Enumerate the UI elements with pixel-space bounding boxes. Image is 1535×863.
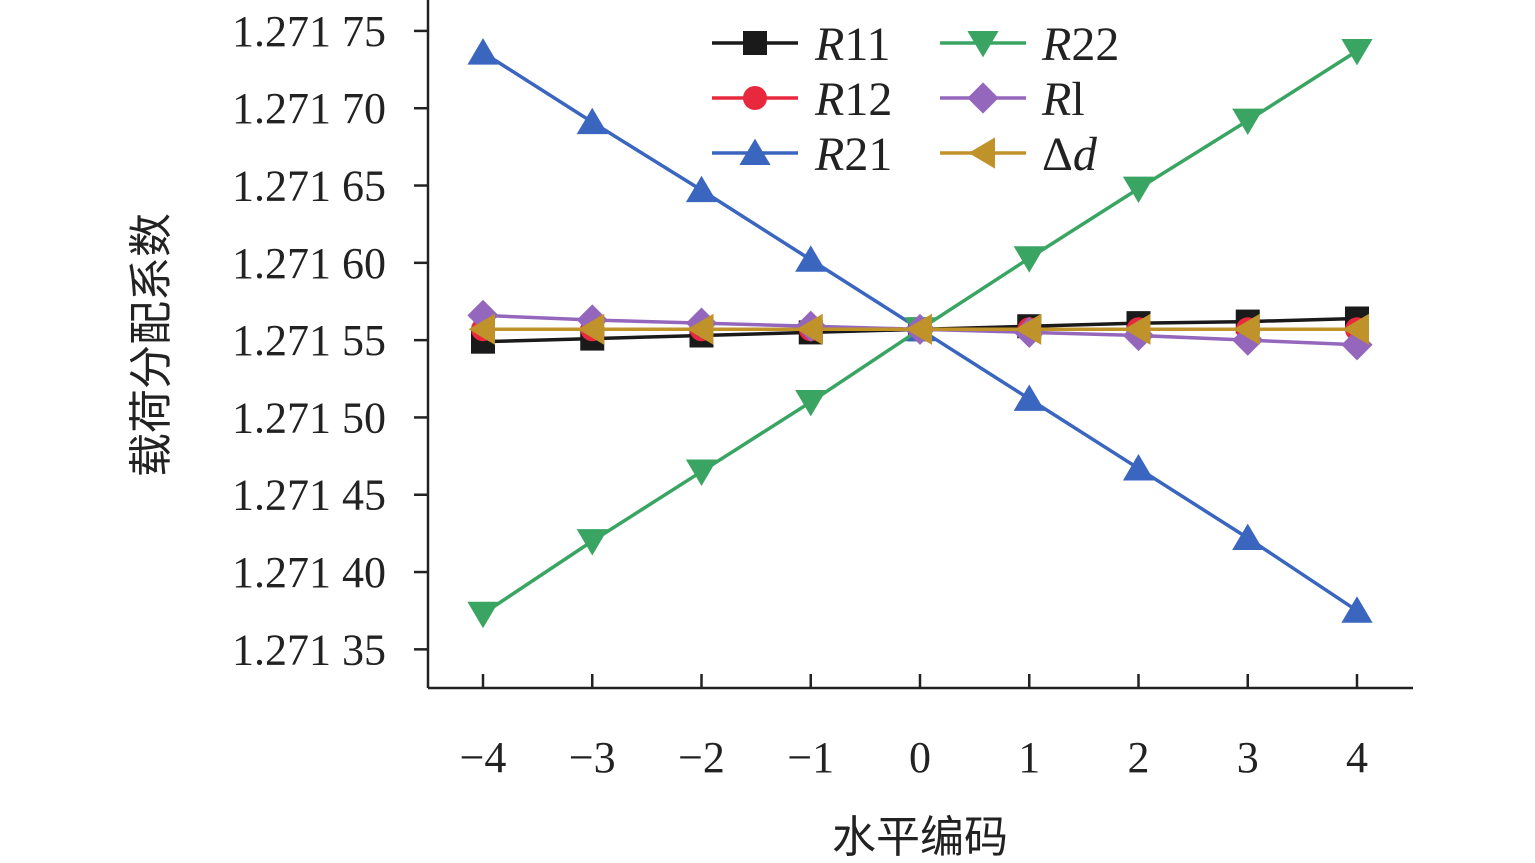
series-layer	[467, 38, 1373, 629]
x-axis-title: 水平编码	[832, 812, 1008, 863]
legend-label-rest: l	[1071, 73, 1084, 126]
legend-label-italic: R	[814, 18, 844, 71]
legend-swatch-marker	[739, 138, 771, 165]
legend-swatch-marker	[967, 82, 999, 114]
x-tick-label: −4	[460, 733, 507, 782]
legend-label-prefix: Δ	[1042, 128, 1073, 181]
legend-label: R11	[814, 18, 891, 71]
y-tick-label: 1.271 55	[232, 316, 386, 365]
data-point	[1122, 176, 1155, 204]
data-point	[1341, 39, 1373, 66]
data-point	[467, 38, 499, 65]
x-ticks: −4 −3 −2 −1 0 1 2 3 4	[460, 674, 1368, 782]
data-point	[1232, 108, 1264, 135]
data-point	[1014, 313, 1042, 345]
legend-label-italic: R	[814, 128, 844, 181]
legend-label: R12	[814, 73, 892, 126]
data-point	[1341, 596, 1373, 623]
y-tick-label: 1.271 45	[232, 471, 386, 520]
data-point	[905, 313, 932, 345]
legend-item-R12: R12	[712, 73, 892, 126]
data-point	[795, 389, 827, 417]
x-tick-label: 3	[1237, 733, 1259, 782]
legend-item-R11: R11	[712, 18, 891, 71]
data-point	[576, 107, 608, 135]
y-tick-label: 1.271 70	[232, 84, 386, 133]
x-tick-label: −3	[569, 733, 616, 782]
data-point	[1233, 313, 1260, 345]
y-ticks: 1.271 35 1.271 40 1.271 45 1.271 50 1.271 55…	[232, 7, 428, 674]
y-tick-label: 1.271 35	[232, 625, 386, 674]
legend-label-italic: R	[1041, 73, 1071, 126]
data-point	[576, 529, 608, 556]
data-point	[1342, 313, 1369, 345]
y-axis-title: 载荷分配系数	[126, 213, 177, 477]
legend-label-rest: 12	[844, 73, 892, 126]
data-point	[1122, 454, 1155, 481]
legend-swatch-marker	[743, 31, 767, 55]
legend-swatch-marker	[967, 31, 999, 58]
data-point	[577, 313, 605, 345]
data-point	[795, 245, 827, 272]
legend-label-italic: R	[1041, 18, 1071, 71]
data-point	[687, 313, 714, 345]
legend-item-R22: R22	[940, 18, 1119, 71]
legend-item-Rl: Rl	[940, 73, 1085, 126]
x-tick-label: 0	[909, 733, 931, 782]
legend-item-R21: R21	[712, 128, 892, 181]
data-point	[1124, 313, 1151, 345]
data-point	[468, 313, 495, 345]
x-tick-label: 4	[1346, 733, 1368, 782]
data-point	[1232, 523, 1264, 551]
y-tick-label: 1.271 60	[232, 239, 386, 288]
x-tick-label: −1	[787, 733, 834, 782]
data-point	[685, 175, 718, 203]
y-tick-label: 1.271 75	[232, 7, 386, 56]
legend-label-italic: R	[814, 73, 844, 126]
x-tick-label: −2	[678, 733, 725, 782]
y-tick-label: 1.271 65	[232, 162, 386, 211]
legend-label: Rl	[1041, 73, 1085, 126]
legend-label: Δd	[1042, 128, 1098, 181]
x-tick-label: 1	[1018, 733, 1040, 782]
data-point	[1013, 246, 1045, 273]
data-point	[467, 601, 499, 629]
legend-label-italic: d	[1073, 128, 1098, 181]
legend-item-Δd: Δd	[940, 128, 1098, 181]
legend-swatch-marker	[968, 137, 995, 169]
legend-label-rest: 22	[1071, 18, 1119, 71]
y-tick-label: 1.271 40	[232, 548, 386, 597]
legend-swatch-marker	[743, 86, 767, 110]
legend-label-rest: 11	[844, 18, 890, 71]
legend-label: R22	[1041, 18, 1119, 71]
data-point	[1341, 329, 1373, 361]
data-point	[796, 313, 823, 345]
data-point	[1232, 324, 1264, 356]
legend-label: R21	[814, 128, 892, 181]
series-Δd	[468, 313, 1369, 345]
legend-label-rest: 21	[844, 128, 892, 181]
data-point	[685, 459, 718, 486]
data-point	[1013, 384, 1045, 411]
x-tick-label: 2	[1128, 733, 1150, 782]
y-tick-label: 1.271 50	[232, 393, 386, 442]
